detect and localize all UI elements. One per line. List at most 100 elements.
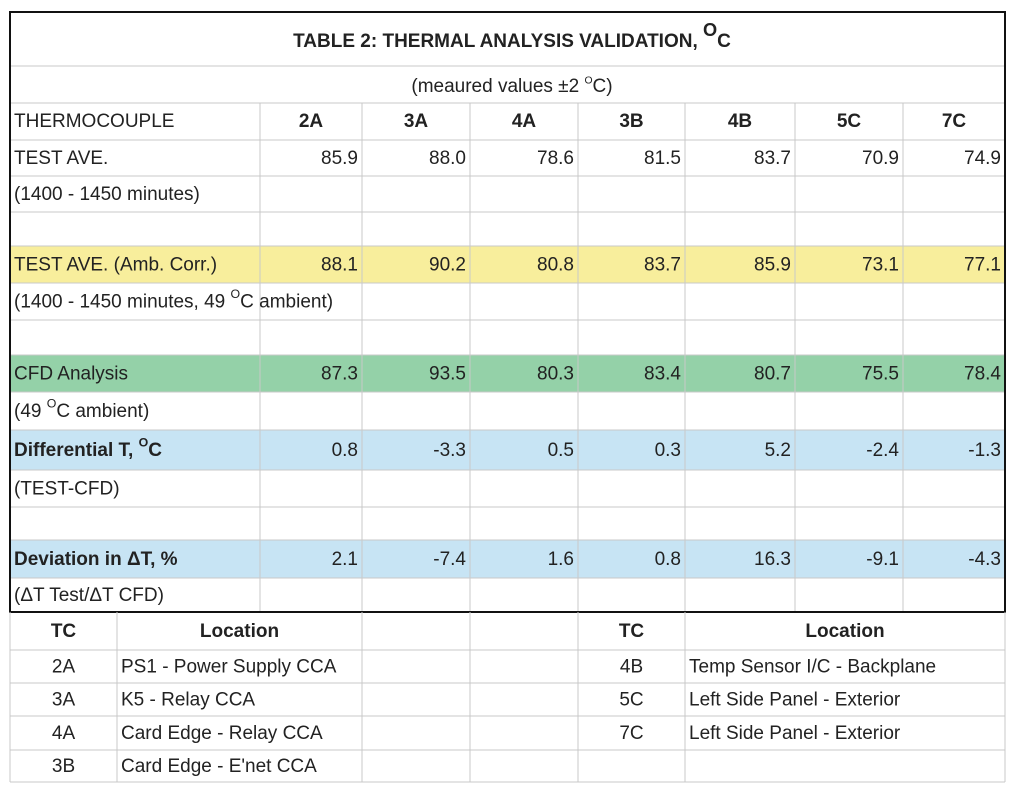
value-cell: 83.4 — [644, 364, 681, 385]
row-highlight — [10, 246, 1005, 283]
text-segment: TEST AVE. (Amb. Corr.) — [14, 255, 217, 276]
value-cell: 90.2 — [429, 255, 466, 276]
header-cell: 7C — [942, 111, 967, 132]
text-segment: TABLE 2: THERMAL ANALYSIS VALIDATION, — [293, 31, 703, 52]
legend-tc: 2A — [52, 657, 76, 678]
text-segment: C) — [593, 76, 613, 97]
text-segment: C ambient) — [56, 401, 149, 422]
value-cell: 85.9 — [754, 255, 791, 276]
table-title: TABLE 2: THERMAL ANALYSIS VALIDATION, OC — [293, 20, 731, 52]
row-label: CFD Analysis — [14, 364, 128, 385]
text-segment: (49 — [14, 401, 47, 422]
legend-location: K5 - Relay CCA — [121, 690, 255, 711]
value-cell: 80.3 — [537, 364, 574, 385]
legend-tc: 3A — [52, 690, 76, 711]
value-cell: 16.3 — [754, 549, 791, 570]
legend-tc: 4B — [620, 657, 643, 678]
header-cell: 4A — [512, 111, 537, 132]
value-cell: -3.3 — [433, 440, 466, 461]
value-cell: 75.5 — [862, 364, 899, 385]
legend-location: Temp Sensor I/C - Backplane — [689, 657, 936, 678]
header-cell: 4B — [728, 111, 752, 132]
text-segment: (meaured values ±2 — [411, 76, 584, 97]
row-note: (1400 - 1450 minutes, 49 OC ambient) — [14, 287, 333, 312]
text-segment: TEST AVE. — [14, 148, 108, 169]
row-label: Deviation in ΔT, % — [14, 549, 178, 570]
legend-header: TC — [51, 621, 77, 642]
legend-tc: 3B — [52, 756, 75, 777]
legend-tc: 4A — [52, 723, 76, 744]
legend-header: Location — [805, 621, 884, 642]
superscript: O — [231, 287, 241, 301]
row-label: TEST AVE. — [14, 148, 108, 169]
header-cell: 2A — [299, 111, 324, 132]
legend-header: TC — [619, 621, 645, 642]
value-cell: 78.4 — [964, 364, 1001, 385]
value-cell: -2.4 — [866, 440, 899, 461]
value-cell: -9.1 — [866, 549, 899, 570]
row-note: (49 OC ambient) — [14, 397, 149, 422]
legend-location: Left Side Panel - Exterior — [689, 723, 901, 744]
value-cell: 85.9 — [321, 148, 358, 169]
value-cell: 93.5 — [429, 364, 466, 385]
header-cell: THERMOCOUPLE — [14, 111, 174, 132]
value-cell: 83.7 — [754, 148, 791, 169]
row-note: (TEST-CFD) — [14, 479, 120, 500]
value-cell: 74.9 — [964, 148, 1001, 169]
header-cell: 3B — [619, 111, 643, 132]
superscript: O — [703, 20, 717, 40]
value-cell: 0.3 — [655, 440, 681, 461]
value-cell: 0.8 — [332, 440, 358, 461]
text-segment: Differential T, — [14, 440, 139, 461]
row-highlight — [10, 430, 1005, 470]
text-segment: C — [148, 440, 162, 461]
legend-tc: 5C — [619, 690, 643, 711]
row-label: Differential T, OC — [14, 436, 162, 461]
text-segment: (1400 - 1450 minutes, 49 — [14, 292, 231, 313]
text-segment: (TEST-CFD) — [14, 479, 120, 500]
value-cell: 1.6 — [548, 549, 574, 570]
value-cell: 87.3 — [321, 364, 358, 385]
legend-location: Card Edge - Relay CCA — [121, 723, 323, 744]
value-cell: 80.7 — [754, 364, 791, 385]
row-highlight — [10, 540, 1005, 578]
value-cell: -7.4 — [433, 549, 466, 570]
value-cell: 88.1 — [321, 255, 358, 276]
row-label: TEST AVE. (Amb. Corr.) — [14, 255, 217, 276]
value-cell: -1.3 — [968, 440, 1001, 461]
text-segment: CFD Analysis — [14, 364, 128, 385]
table-frame — [9, 11, 1006, 613]
value-cell: 0.8 — [655, 549, 681, 570]
value-cell: 5.2 — [765, 440, 791, 461]
legend-tc: 7C — [619, 723, 643, 744]
superscript: O — [139, 436, 149, 450]
value-cell: 77.1 — [964, 255, 1001, 276]
superscript: O — [47, 397, 57, 411]
table-subtitle: (meaured values ±2 OC) — [411, 75, 612, 97]
row-note: (ΔT Test/ΔT CFD) — [14, 585, 164, 606]
legend-location: Left Side Panel - Exterior — [689, 690, 901, 711]
value-cell: 80.8 — [537, 255, 574, 276]
text-segment: (1400 - 1450 minutes) — [14, 184, 200, 205]
row-note: (1400 - 1450 minutes) — [14, 184, 200, 205]
value-cell: -4.3 — [968, 549, 1001, 570]
value-cell: 0.5 — [548, 440, 574, 461]
legend-location: PS1 - Power Supply CCA — [121, 657, 337, 678]
value-cell: 81.5 — [644, 148, 681, 169]
value-cell: 73.1 — [862, 255, 899, 276]
text-segment: C — [717, 31, 731, 52]
value-cell: 2.1 — [332, 549, 358, 570]
legend-header: Location — [200, 621, 279, 642]
header-cell: 5C — [837, 111, 862, 132]
text-segment: (ΔT Test/ΔT CFD) — [14, 585, 164, 606]
legend-location: Card Edge - E'net CCA — [121, 756, 317, 777]
value-cell: 78.6 — [537, 148, 574, 169]
header-cell: 3A — [404, 111, 429, 132]
superscript: O — [584, 75, 592, 86]
text-segment: Deviation in ΔT, % — [14, 549, 178, 570]
value-cell: 88.0 — [429, 148, 466, 169]
row-highlight — [10, 355, 1005, 392]
value-cell: 70.9 — [862, 148, 899, 169]
value-cell: 83.7 — [644, 255, 681, 276]
